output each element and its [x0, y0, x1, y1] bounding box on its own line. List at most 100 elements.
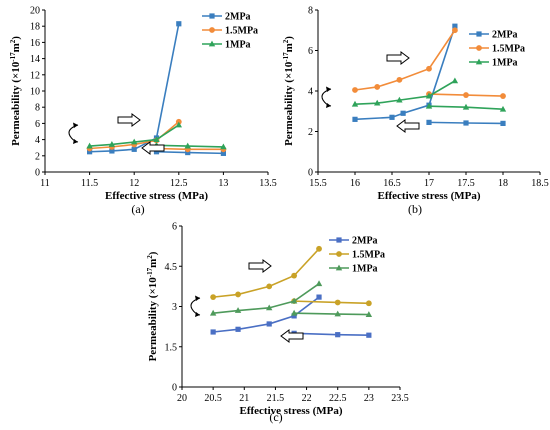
load-point	[175, 121, 182, 128]
series-1MPa	[351, 77, 507, 112]
load-point	[266, 321, 272, 327]
load-point	[210, 329, 216, 335]
y-tick-label: 2	[35, 151, 40, 162]
load-point	[131, 146, 137, 152]
legend-label: 1MPa	[492, 58, 518, 69]
x-tick-label: 16	[350, 178, 360, 189]
load-point	[316, 245, 322, 252]
legend-label: 1.5MPa	[492, 44, 525, 55]
x-tick-label: 11.5	[81, 178, 98, 189]
x-tick-label: 17	[424, 178, 434, 189]
y-axis-title-part: -17	[146, 267, 154, 277]
x-tick-label: 13	[218, 178, 228, 189]
y-tick-label: 0	[172, 383, 177, 394]
y-tick-label: 2	[308, 127, 313, 138]
series-1.5MPa	[352, 27, 506, 99]
load-point	[374, 84, 381, 90]
load-point	[210, 294, 217, 301]
y-axis-title: Permeability (×10-17m2)	[9, 36, 22, 146]
unloading-arrow-icon	[280, 329, 304, 343]
legend-swatch-marker	[335, 264, 343, 271]
x-tick-label: 20.5	[204, 393, 222, 404]
load-line	[213, 248, 320, 298]
x-tick-label: 20	[177, 393, 187, 404]
loop-direction-icon	[190, 295, 201, 317]
legend-swatch-marker	[476, 31, 482, 37]
load-point	[291, 272, 298, 279]
x-tick-label: 16.5	[383, 178, 401, 189]
series-1MPa	[209, 280, 373, 317]
y-tick-label: 6	[35, 119, 40, 130]
legend-swatch-marker	[475, 58, 483, 65]
y-axis-title: Permeability (×10-17m2)	[282, 36, 295, 146]
unload-point	[499, 105, 507, 112]
load-point	[396, 96, 403, 103]
panel-caption: (b)	[408, 202, 422, 216]
y-axis-title: Permeability (×10-17m2)	[146, 251, 159, 361]
load-point	[451, 77, 459, 84]
load-point	[235, 326, 241, 332]
y-tick-label: 8	[35, 103, 40, 114]
unload-point	[290, 309, 298, 316]
x-tick-label: 17.5	[457, 178, 475, 189]
legend-swatch-marker	[336, 237, 342, 243]
load-point	[290, 297, 298, 304]
y-axis-title-part: 2	[9, 39, 17, 43]
load-point	[87, 149, 93, 155]
unload-point	[463, 120, 469, 126]
unload-line	[156, 144, 224, 148]
load-point	[452, 27, 458, 34]
x-axis-title: Effective stress (MPa)	[105, 190, 208, 202]
x-axis-title: Effective stress (MPa)	[377, 190, 480, 202]
y-axis-title-part: )	[10, 36, 22, 40]
unload-point	[335, 332, 341, 338]
unloading-arrow-icon	[396, 119, 420, 133]
load-point	[266, 283, 273, 290]
x-tick-label: 12.5	[170, 178, 188, 189]
legend-label: 2MPa	[225, 12, 251, 23]
series-1.5MPa	[210, 245, 372, 307]
load-point	[316, 294, 322, 300]
unload-point	[425, 102, 433, 109]
load-point	[400, 110, 406, 116]
y-tick-label: 4	[308, 87, 313, 98]
load-point	[374, 99, 381, 106]
panel-caption: (a)	[131, 202, 144, 216]
legend-label: 1MPa	[225, 40, 251, 51]
load-point	[291, 313, 297, 319]
legend-swatch-marker	[208, 40, 216, 47]
y-axis-title-part: Permeability (×10	[147, 277, 159, 362]
y-axis-title-part: m	[147, 259, 159, 268]
loading-arrow-icon	[117, 113, 141, 127]
x-tick-label: 12	[129, 178, 139, 189]
unload-point	[365, 311, 373, 317]
load-point	[109, 148, 115, 154]
load-point	[86, 142, 93, 149]
y-axis-title-part: 2	[282, 39, 290, 43]
unload-point	[365, 300, 372, 307]
legend: 2MPa 1.5MPa 1MPa	[469, 30, 525, 69]
loading-arrow-icon	[386, 51, 410, 65]
unload-line	[294, 332, 369, 337]
load-point	[131, 138, 138, 145]
y-tick-label: 3	[172, 302, 177, 313]
load-line	[354, 80, 456, 105]
unload-point	[220, 143, 227, 150]
legend-swatch-marker	[209, 13, 215, 19]
y-axis-title-part: Permeability (×10	[10, 61, 22, 146]
load-point	[108, 141, 116, 147]
y-axis-title-part: )	[147, 251, 159, 255]
legend-swatch-marker	[209, 27, 215, 33]
y-tick-label: 18	[30, 22, 40, 33]
loop-direction-icon	[68, 122, 79, 144]
unload-line	[294, 300, 369, 305]
load-point	[176, 21, 182, 27]
x-tick-label: 13.5	[259, 178, 277, 189]
unload-point	[366, 332, 372, 338]
load-point	[234, 307, 242, 313]
legend-swatch-marker	[336, 251, 342, 257]
legend-label: 1.5MPa	[352, 250, 385, 261]
legend-label: 1.5MPa	[225, 26, 258, 37]
unload-point	[153, 149, 160, 155]
